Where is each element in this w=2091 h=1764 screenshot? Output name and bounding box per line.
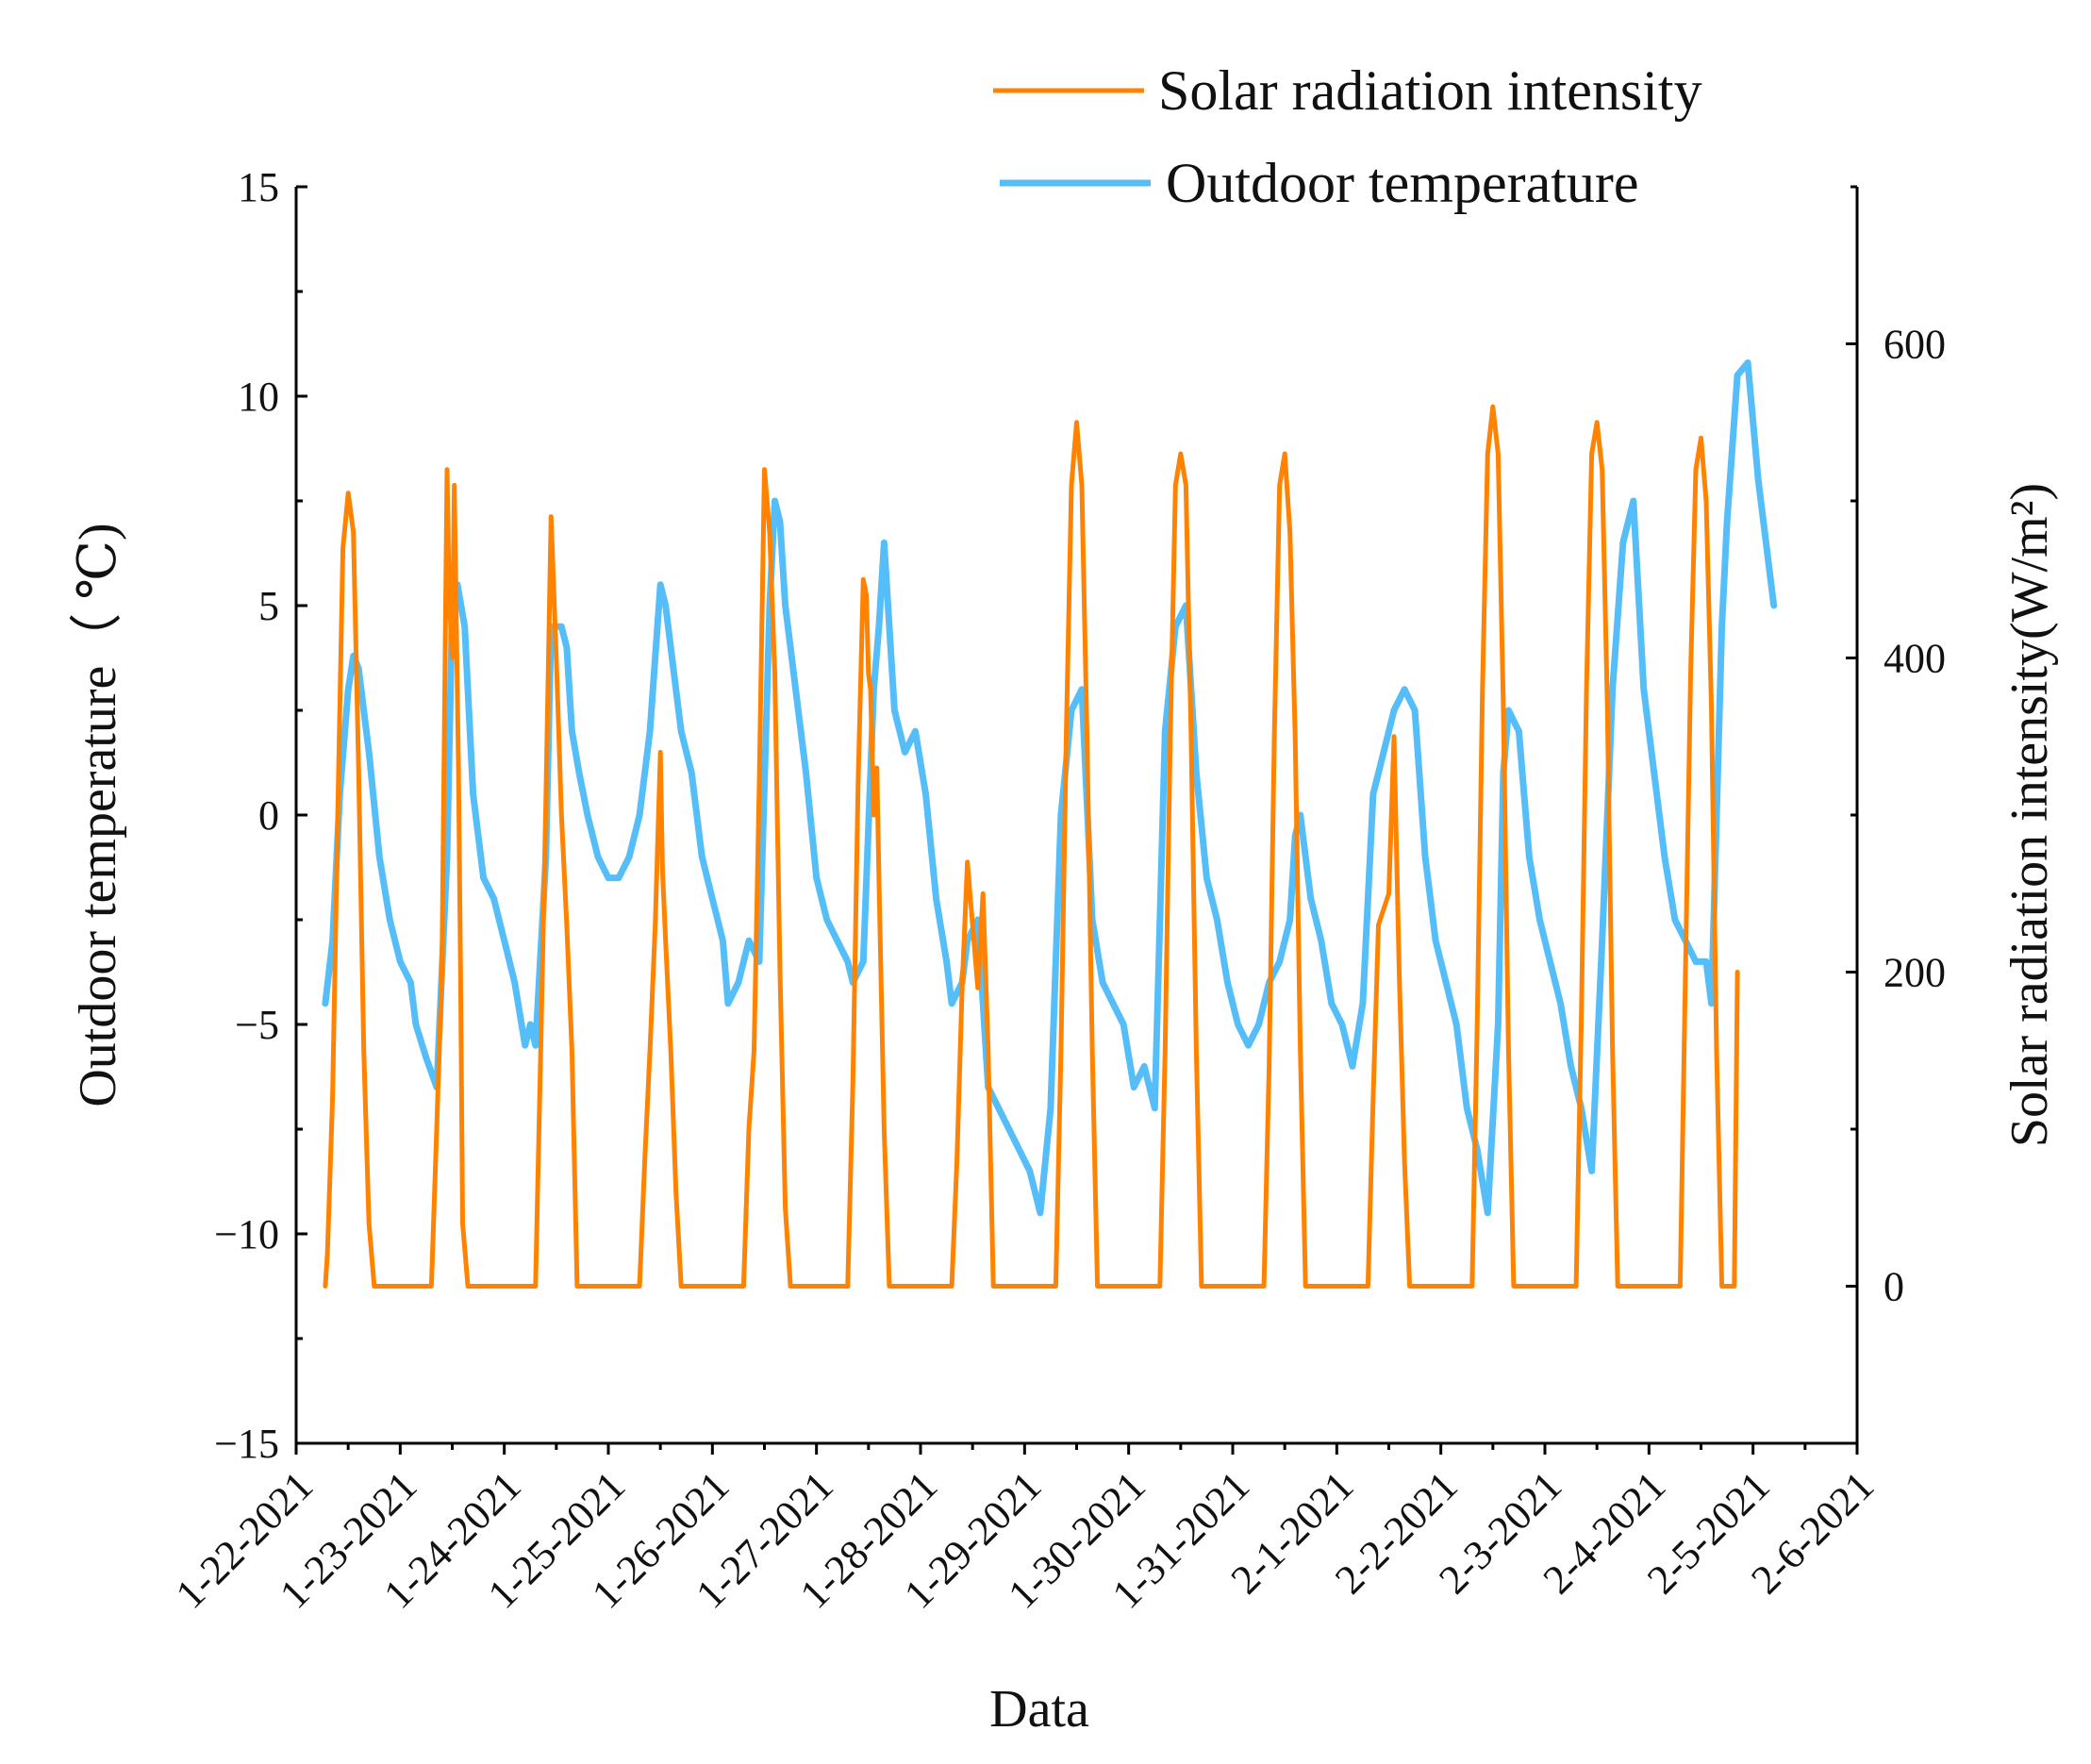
left-y-axis: −15 −10 −5 0 5 10 15 bbox=[214, 164, 307, 1467]
left-tick-label: 0 bbox=[258, 792, 279, 839]
right-tick-label: 600 bbox=[1884, 322, 1946, 368]
plot-lines bbox=[322, 359, 1778, 1289]
left-tick-label: −15 bbox=[214, 1421, 279, 1467]
right-tick-label: 0 bbox=[1884, 1264, 1904, 1310]
right-tick-label: 200 bbox=[1884, 950, 1946, 996]
legend-solar-label: Solar radiation intensity bbox=[1158, 59, 1702, 122]
y-axis-right-title: Solar radiation intensity(W/m²) bbox=[2000, 483, 2059, 1147]
outdoor-temperature-line bbox=[322, 359, 1778, 1217]
right-tick-label: 400 bbox=[1884, 636, 1946, 682]
left-tick-label: 5 bbox=[258, 583, 279, 629]
right-y-axis: 0 200 400 600 bbox=[1846, 185, 1946, 1445]
solar-radiation-line bbox=[323, 404, 1740, 1289]
x-axis-title: Data bbox=[989, 1680, 1089, 1739]
left-tick-label: −10 bbox=[214, 1211, 279, 1257]
legend-temperature-label: Outdoor temperature bbox=[1166, 152, 1638, 214]
plot-frame bbox=[294, 187, 1859, 1445]
legend: Solar radiation intensity Outdoor temper… bbox=[993, 59, 1702, 214]
left-tick-label: 15 bbox=[238, 164, 279, 210]
left-tick-label: 10 bbox=[238, 374, 279, 420]
x-axis: 1-22-20211-23-20211-24-20211-25-20211-26… bbox=[167, 1443, 1883, 1618]
y-axis-left-title: Outdoor temperature（ ℃) bbox=[69, 523, 127, 1107]
left-tick-label: −5 bbox=[235, 1002, 279, 1048]
